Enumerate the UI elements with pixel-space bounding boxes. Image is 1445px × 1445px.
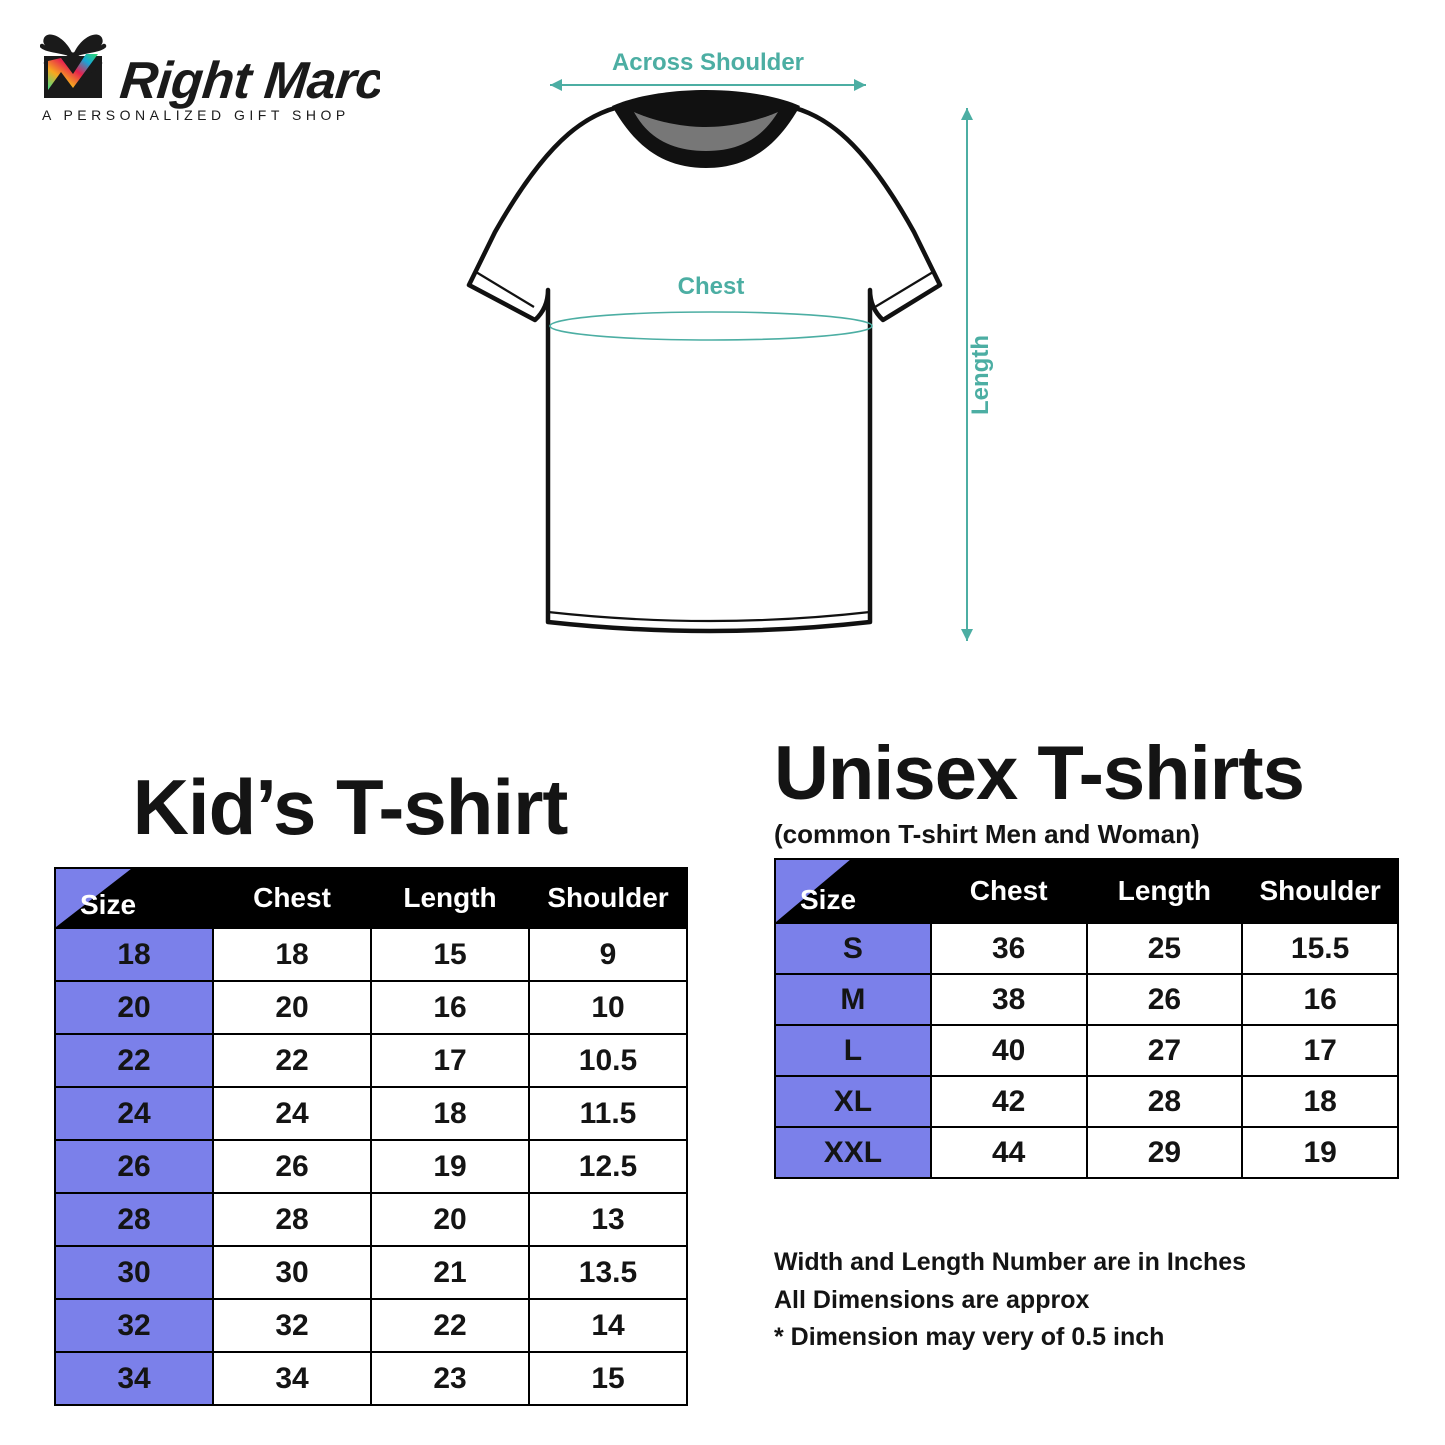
svg-text:Chest: Chest xyxy=(678,273,745,300)
svg-text:Right Marc: Right Marc xyxy=(117,52,380,110)
svg-text:Across Shoulder: Across Shoulder xyxy=(612,50,804,76)
svg-text:Length: Length xyxy=(967,335,994,415)
svg-text:A PERSONALIZED GIFT SHOP: A PERSONALIZED GIFT SHOP xyxy=(42,107,350,123)
